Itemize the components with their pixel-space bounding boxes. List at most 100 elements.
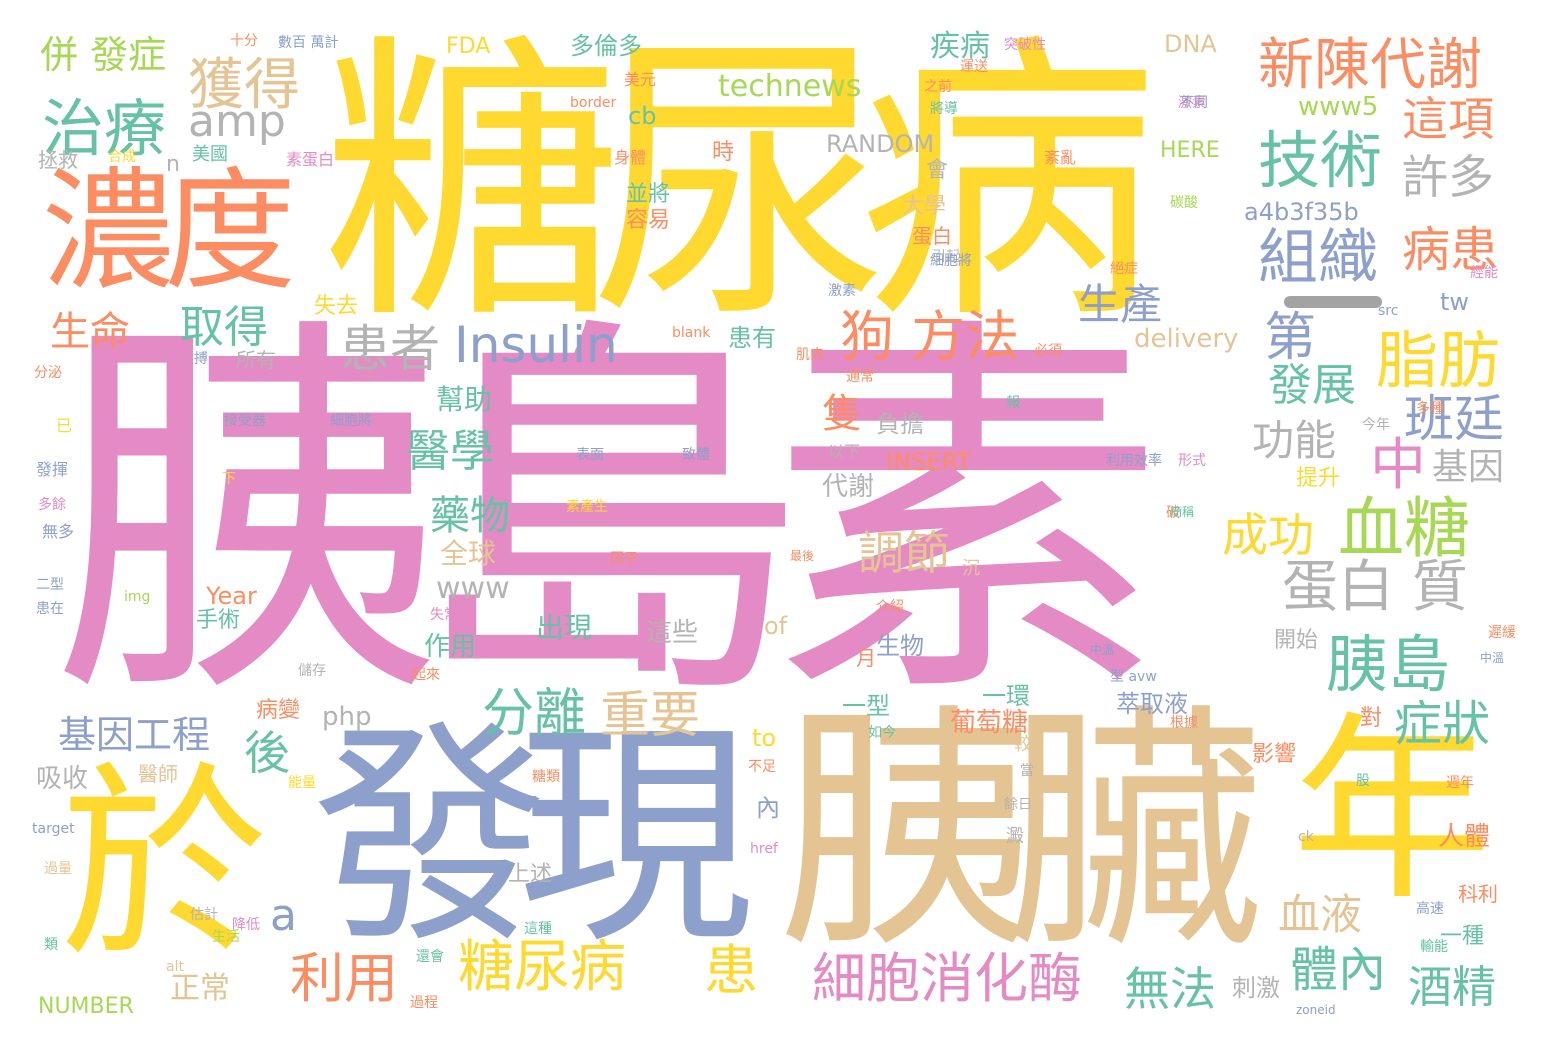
word: 狗 方法 <box>840 305 1020 368</box>
word: 細胞將 <box>930 253 972 269</box>
word: 接受器 <box>224 413 266 429</box>
word: 患 <box>704 939 758 1002</box>
word: 十分 <box>230 33 258 49</box>
word: 之前 <box>924 79 952 95</box>
word: 並將 <box>626 182 671 207</box>
word: 合成 <box>108 149 136 165</box>
word: zoneid <box>1296 1003 1336 1017</box>
word: 脂肪 <box>1376 324 1501 397</box>
word: 股 <box>1356 773 1370 789</box>
word: border <box>570 95 617 111</box>
word: 型 avw <box>1110 669 1157 685</box>
word: 月 <box>856 646 876 670</box>
word: 病變 <box>256 698 301 723</box>
word: 併 發症 <box>40 33 167 77</box>
word: delivery <box>1134 324 1239 354</box>
word: Year <box>206 582 257 610</box>
word: 手術 <box>196 608 241 633</box>
word: 這項 <box>1402 92 1494 146</box>
word: 澱 <box>1006 826 1024 847</box>
word: img <box>124 589 151 605</box>
word: 患在 <box>36 601 64 617</box>
word: 這些 <box>646 618 699 648</box>
word: 年 <box>1292 695 1493 928</box>
word: 數百 萬計 <box>278 35 339 51</box>
word: 今年 <box>1362 417 1390 433</box>
word: 於 <box>60 745 268 987</box>
word: 所有 <box>236 348 276 372</box>
word: 內 <box>756 794 780 822</box>
word: 出現 <box>536 611 593 644</box>
word: a4b3f35b <box>1244 198 1359 226</box>
word: 儲存 <box>298 663 326 679</box>
word: 中溫 <box>1480 651 1505 665</box>
word: 因子 <box>610 551 638 567</box>
word: 作用 <box>424 632 477 662</box>
word: 拯救 <box>38 148 78 172</box>
word: 新陳代謝 <box>1258 33 1482 98</box>
word: DNA <box>1164 30 1217 58</box>
word: tw <box>1440 288 1470 316</box>
word: 已 <box>56 416 73 435</box>
word: 當 <box>1020 763 1034 779</box>
word: 酒精 <box>1408 962 1496 1013</box>
word: 搏 <box>194 351 208 367</box>
word: 致體 <box>682 447 710 463</box>
word: 許多 <box>1402 150 1494 204</box>
word: blank <box>672 325 711 341</box>
word: 分離 <box>482 684 587 744</box>
word: 治療 <box>42 92 167 165</box>
word: 能量 <box>288 775 316 791</box>
word: 報 <box>1006 395 1020 411</box>
word: 不同 <box>1180 95 1208 111</box>
word: 降低 <box>232 917 260 933</box>
word: 生產 <box>1078 280 1163 329</box>
word: target <box>32 821 75 837</box>
word: 美國 <box>192 144 228 165</box>
word: 提升 <box>1296 466 1341 491</box>
word: 一種 <box>1440 924 1485 949</box>
word: 患有 <box>728 324 776 352</box>
word: 影響 <box>1252 742 1297 767</box>
word: 時 <box>712 140 735 165</box>
word: 開始 <box>1274 628 1319 653</box>
word: 上述 <box>508 862 553 887</box>
word: 刺激 <box>1232 974 1280 1002</box>
word: 細胞將 <box>330 413 372 429</box>
word: 會 <box>926 158 949 183</box>
word: 濃度 <box>42 155 296 309</box>
word: 大學 <box>902 194 947 219</box>
word: 紊亂 <box>1044 148 1077 167</box>
word: 將導 <box>930 101 958 117</box>
word: 隻 <box>822 391 862 437</box>
word: 胰島素 <box>52 287 1165 747</box>
word: 蛋白 <box>912 224 952 248</box>
word: to <box>752 724 777 752</box>
word: 重要 <box>600 686 700 744</box>
word: 美元 <box>624 70 657 89</box>
word: 高速 <box>1416 901 1444 917</box>
word: 症狀 <box>1394 696 1491 752</box>
word: 中溫 <box>1090 643 1115 657</box>
word: n <box>166 152 180 177</box>
word: INSERT <box>886 448 972 476</box>
word: 無法 <box>1124 962 1216 1016</box>
word: 全球 <box>440 537 497 570</box>
word: 多種 <box>1416 401 1444 417</box>
word: 簡稱 <box>1170 505 1195 519</box>
word: 吸收 <box>36 764 89 794</box>
word: 調節 <box>858 526 950 580</box>
word: 估計 <box>190 907 218 923</box>
word: 蛋白 質 <box>1282 555 1468 620</box>
word: 運送 <box>960 59 988 75</box>
word: 過程 <box>410 995 438 1011</box>
word: 功能 <box>1252 416 1337 465</box>
word: 肌肉 <box>796 347 824 363</box>
word: NUMBER <box>38 994 134 1019</box>
word: 血液 <box>1278 890 1363 939</box>
word: 通常 <box>846 369 874 385</box>
word: 胰臟 <box>778 683 1264 983</box>
word: 較 <box>1014 734 1032 755</box>
word: 細胞消化酶 <box>812 947 1082 1010</box>
word: 技術 <box>1258 124 1383 197</box>
